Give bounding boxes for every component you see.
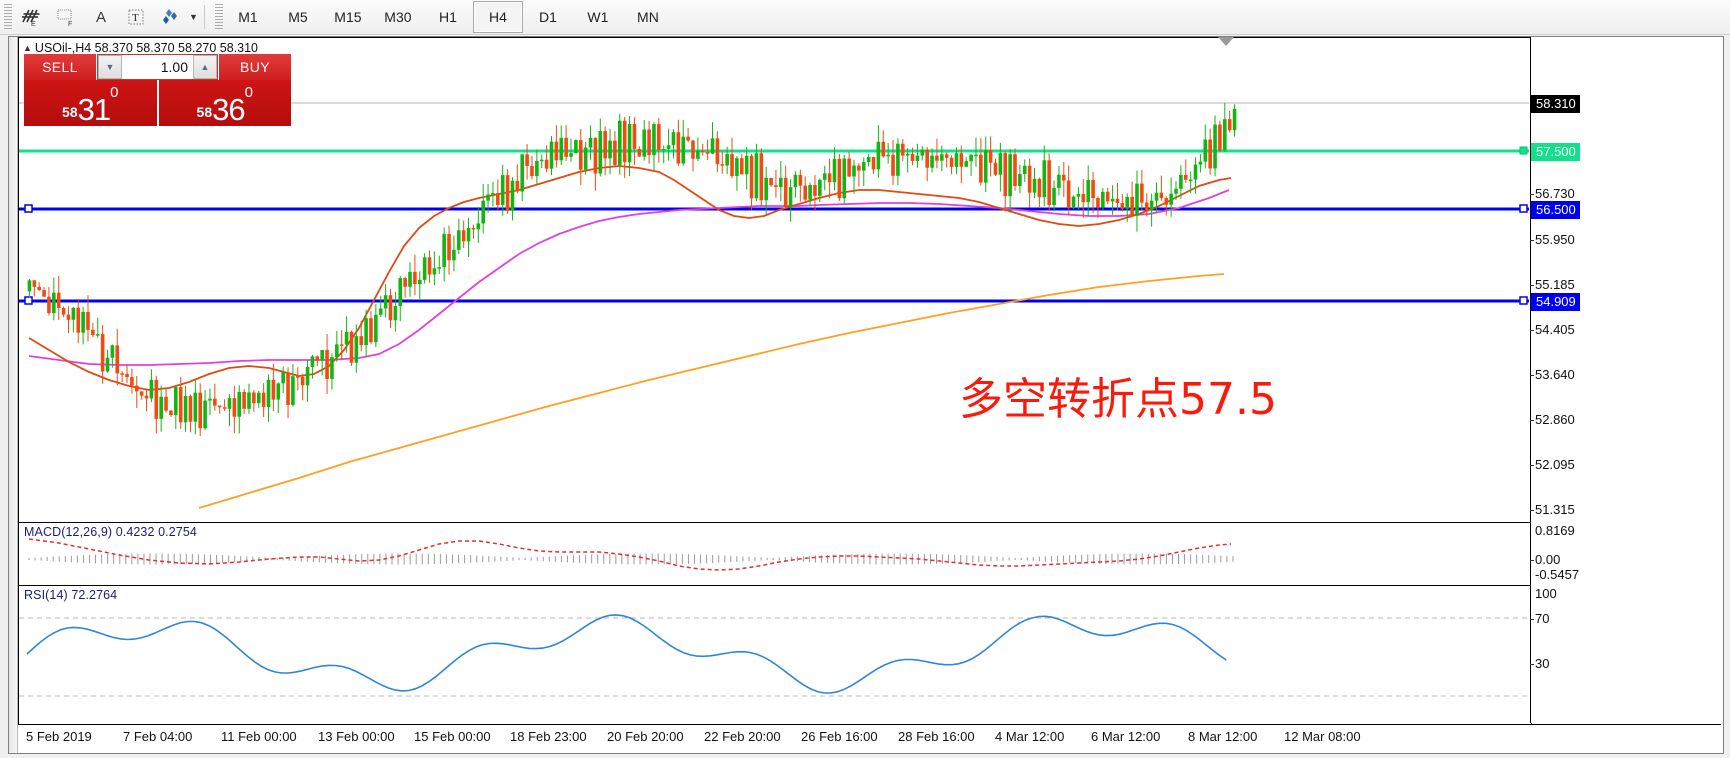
bid-price-main: 31 [77, 92, 111, 126]
price-tick-53-640: 53.640 [1530, 367, 1575, 382]
time-label: 4 Mar 12:00 [995, 729, 1065, 744]
time-axis[interactable]: 5 Feb 2019 7 Feb 04:00 11 Feb 00:00 13 Feb … [18, 724, 1721, 753]
time-label: 13 Feb 00:00 [318, 729, 395, 744]
indicators-icon[interactable]: E [15, 2, 47, 32]
text-label-icon[interactable]: T [120, 2, 152, 32]
periodicity-icon[interactable]: F [50, 2, 82, 32]
price-tick-51-315: 51.315 [1530, 502, 1575, 517]
buy-button[interactable]: BUY [219, 54, 291, 80]
time-label: 6 Mar 12:00 [1091, 729, 1161, 744]
price-pane[interactable]: ▲ USOil-,H4 58.370 58.370 58.270 58.310 [18, 37, 1532, 523]
macd-tick-0: 0.8169 [1535, 523, 1575, 538]
timeframe-button-m30[interactable]: M30 [384, 9, 412, 25]
time-label: 7 Feb 04:00 [123, 729, 193, 744]
price-tick-56-730: 56.730 [1530, 186, 1575, 201]
macd-tick-1: 0.00 [1529, 552, 1561, 567]
chart-top-marker [1218, 37, 1234, 46]
rsi-tick-30: 30 [1529, 656, 1550, 671]
price-axis[interactable]: 56.730 55.950 55.185 54.405 53.640 52.860 51.3… [1529, 37, 1723, 723]
collapse-icon[interactable]: ▲ [23, 43, 32, 53]
time-label: 12 Mar 08:00 [1284, 729, 1361, 744]
chevron-down-icon[interactable]: ▼ [189, 12, 198, 22]
symbol-ohlc-label: ▲ USOil-,H4 58.370 58.370 58.270 58.310 [23, 41, 258, 55]
macd-canvas [28, 538, 1234, 571]
price-tick-52-095: 52.095 [1530, 457, 1575, 472]
svg-text:T: T [132, 12, 139, 24]
timeframe-button-h1[interactable]: H1 [438, 9, 457, 25]
bid-price-integer: 58 [62, 104, 78, 120]
objects-icon[interactable] [155, 2, 187, 32]
rsi-tick-100: 100 [1535, 586, 1557, 601]
ask-price-integer: 58 [196, 104, 213, 120]
macd-signal-line [28, 538, 1232, 571]
time-label: 18 Feb 23:00 [510, 729, 587, 744]
timeframe-button-m5[interactable]: M5 [288, 9, 308, 25]
timeframe-bar: M1 M5 M15 M30 H1 H4 D1 W1 MN [223, 1, 673, 33]
text-icon[interactable]: A [95, 8, 106, 26]
timeframe-button-m1[interactable]: M1 [238, 9, 258, 25]
macd-pane[interactable]: MACD(12,26,9) 0.4232 0.2754 [18, 522, 1532, 586]
ask-price-fraction: 0 [244, 84, 253, 101]
price-tick-55-185: 55.185 [1530, 277, 1575, 292]
time-label: 11 Feb 00:00 [221, 729, 297, 744]
time-label: 22 Feb 20:00 [704, 729, 781, 744]
toolbar-divider [203, 5, 205, 29]
resistance-line-label[interactable]: 57.500 [1531, 143, 1580, 161]
price-tick-55-950: 55.950 [1530, 232, 1575, 247]
price-chart-canvas [19, 102, 1529, 509]
last-price[interactable]: 58.310 [1531, 95, 1580, 113]
support-line-label-1[interactable]: 56.500 [1531, 201, 1580, 219]
bid-price-quote[interactable]: 58 31 0 [24, 80, 157, 126]
time-label: 5 Feb 2019 [26, 729, 92, 744]
support-line-label-2[interactable]: 54.909 [1531, 293, 1580, 311]
volume-input-group[interactable]: ▼ 1.00 ▲ [97, 54, 218, 80]
volume-increment-button[interactable]: ▲ [193, 55, 217, 79]
time-label: 15 Feb 00:00 [414, 729, 491, 744]
ask-price-quote[interactable]: 58 36 0 [156, 80, 291, 126]
timeframe-button-h4[interactable]: H4 [472, 1, 523, 33]
ma-mid-line [28, 189, 1230, 366]
chart-area: ▲ USOil-,H4 58.370 58.370 58.270 58.310 [8, 36, 1724, 754]
trade-controls-row: SELL ▼ 1.00 ▲ BUY [24, 54, 291, 80]
ma-slow-line [198, 273, 1225, 509]
chart-annotation-text[interactable]: 多空转折点57.5 [959, 374, 1277, 425]
rsi-pane[interactable]: RSI(14) 72.2764 [18, 585, 1532, 725]
time-label: 8 Mar 12:00 [1188, 729, 1258, 744]
ma-fast-line [28, 165, 1232, 391]
volume-input[interactable]: 1.00 [122, 55, 193, 79]
main-toolbar: E F A T ▼ M1 M5 M15 M30 H1 H4 D1 W [0, 0, 1730, 35]
price-tick-52-860: 52.860 [1530, 412, 1575, 427]
timeframe-grip[interactable] [214, 4, 223, 30]
time-label: 20 Feb 20:00 [607, 729, 684, 744]
timeframe-button-mn[interactable]: MN [637, 9, 659, 25]
bid-price-fraction: 0 [110, 84, 119, 101]
timeframe-button-m15[interactable]: M15 [334, 9, 362, 25]
ask-price-main: 36 [212, 92, 245, 126]
rsi-tick-70: 70 [1529, 611, 1550, 626]
time-label: 26 Feb 16:00 [801, 729, 878, 744]
timeframe-button-w1[interactable]: W1 [587, 9, 609, 25]
vertical-scrollbar[interactable] [9, 37, 18, 753]
svg-text:F: F [68, 21, 72, 27]
toolbar-grip[interactable] [4, 4, 12, 30]
price-tick-54-405: 54.405 [1530, 322, 1575, 337]
macd-label: MACD(12,26,9) 0.4232 0.2754 [24, 525, 197, 539]
macd-tick-2: -0.5457 [1535, 567, 1580, 582]
rsi-line [26, 614, 1227, 694]
one-click-trading-panel[interactable]: SELL ▼ 1.00 ▲ BUY 58 31 0 58 [24, 54, 291, 126]
rsi-label: RSI(14) 72.2764 [24, 588, 118, 602]
candlestick-series [27, 102, 1237, 436]
time-label: 28 Feb 16:00 [898, 729, 975, 744]
sell-button[interactable]: SELL [24, 54, 96, 80]
trade-quotes-row: 58 31 0 58 36 0 [24, 80, 291, 126]
volume-decrement-button[interactable]: ▼ [98, 55, 122, 79]
svg-text:E: E [31, 21, 36, 27]
timeframe-button-d1[interactable]: D1 [538, 9, 557, 25]
rsi-canvas [19, 614, 1529, 697]
